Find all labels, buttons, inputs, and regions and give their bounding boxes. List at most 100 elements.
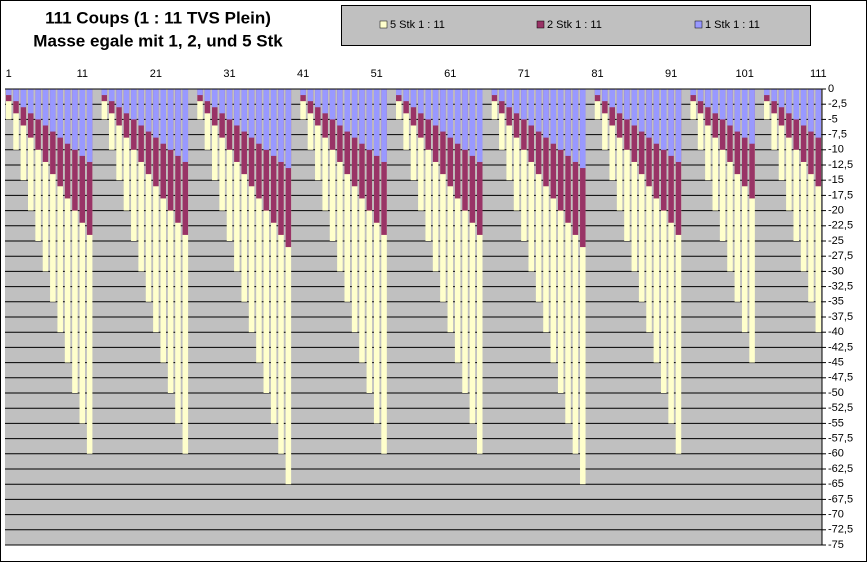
- bar: [300, 89, 306, 120]
- bar: [469, 89, 476, 156]
- bar: [101, 89, 108, 120]
- y-tick-label: -42,5: [828, 341, 853, 353]
- bar: [543, 89, 549, 333]
- x-tick-label: 31: [223, 68, 235, 80]
- bar: [513, 89, 520, 211]
- bar: [764, 89, 770, 120]
- bar: [499, 89, 505, 102]
- y-tick-label: -25: [828, 235, 844, 247]
- bar: [337, 89, 343, 126]
- bar: [153, 89, 159, 138]
- bar: [256, 89, 262, 363]
- bar: [42, 89, 49, 272]
- bar: [145, 89, 152, 302]
- bar: [50, 89, 56, 302]
- bar: [131, 89, 137, 120]
- bar: [13, 89, 19, 102]
- bar: [690, 89, 696, 120]
- bar: [557, 89, 564, 150]
- bar: [609, 89, 615, 108]
- bar: [697, 89, 704, 150]
- bar: [741, 89, 748, 138]
- bar: [447, 89, 454, 138]
- bar: [315, 89, 321, 181]
- bar: [373, 89, 380, 156]
- bar: [741, 89, 748, 333]
- bar: [204, 89, 211, 150]
- bar: [35, 89, 41, 241]
- bar: [344, 89, 351, 132]
- bar: [241, 89, 247, 132]
- bar: [734, 89, 741, 302]
- bar: [403, 89, 409, 150]
- y-tick-label: -17,5: [828, 189, 853, 201]
- legend-swatch: [536, 20, 545, 29]
- bar: [808, 89, 814, 132]
- bar: [594, 89, 601, 120]
- x-tick-label: 81: [591, 68, 603, 80]
- y-tick-label: -10: [828, 144, 844, 156]
- y-tick-label: -67,5: [828, 493, 853, 505]
- y-tick-label: 0: [828, 83, 834, 95]
- bar: [381, 89, 387, 162]
- legend-label: 1 Stk 1 : 11: [705, 19, 760, 31]
- bar: [719, 89, 726, 120]
- bar: [248, 89, 255, 333]
- bar: [690, 89, 696, 96]
- bar: [800, 89, 807, 272]
- bar: [366, 89, 373, 393]
- bar: [565, 89, 571, 424]
- bar: [462, 89, 468, 150]
- bar: [396, 89, 402, 120]
- bar: [815, 89, 822, 138]
- bar: [727, 89, 733, 272]
- y-tick-label: -70: [828, 509, 844, 521]
- bar: [418, 89, 424, 211]
- bar: [594, 89, 601, 96]
- bar: [550, 89, 557, 363]
- bar: [513, 89, 520, 114]
- bar: [219, 89, 225, 114]
- bar: [226, 89, 233, 241]
- bar: [270, 89, 277, 156]
- bar: [697, 89, 704, 102]
- bar: [727, 89, 733, 126]
- bar: [197, 89, 203, 96]
- bar: [535, 89, 542, 132]
- bar: [182, 89, 189, 162]
- bar: [20, 89, 27, 181]
- bar: [572, 89, 579, 162]
- bar: [322, 89, 328, 114]
- bar: [521, 89, 527, 241]
- bar: [329, 89, 336, 241]
- bar: [432, 89, 439, 272]
- bar: [602, 89, 608, 102]
- bar: [256, 89, 262, 144]
- bar: [602, 89, 608, 150]
- y-tick-label: -72,5: [828, 524, 853, 536]
- bar: [749, 89, 755, 363]
- bar: [462, 89, 468, 393]
- x-tick-label: 101: [736, 68, 754, 80]
- bar: [535, 89, 542, 302]
- bar: [167, 89, 174, 393]
- bar: [660, 89, 667, 150]
- bar: [793, 89, 799, 241]
- bar: [653, 89, 660, 144]
- bar: [79, 89, 86, 424]
- bar: [815, 89, 822, 333]
- bar: [624, 89, 630, 241]
- bar: [734, 89, 741, 132]
- bar: [64, 89, 71, 144]
- y-tick-label: -37,5: [828, 311, 853, 323]
- bar: [557, 89, 564, 393]
- bar: [646, 89, 652, 333]
- y-tick-label: -20: [828, 205, 844, 217]
- bar: [285, 89, 292, 169]
- bar: [366, 89, 373, 150]
- bar: [719, 89, 726, 241]
- bar: [528, 89, 535, 272]
- bar: [5, 89, 12, 96]
- x-tick-label: 21: [150, 68, 162, 80]
